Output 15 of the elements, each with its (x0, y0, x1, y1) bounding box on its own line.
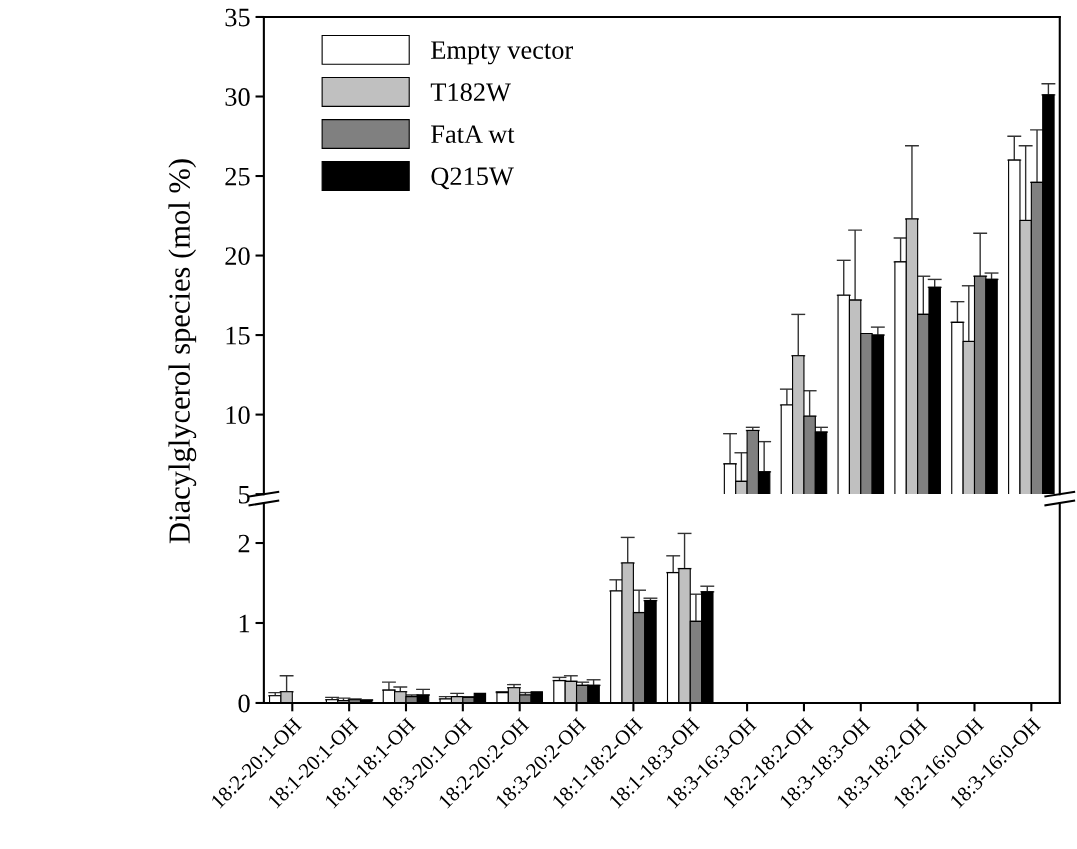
y-tick-label: 35 (225, 8, 250, 27)
legend-label: Empty vector (431, 41, 573, 65)
y-axis-title: Diacylglycerol species (mol %) (168, 159, 197, 544)
y-tick-label: 5 (239, 485, 250, 504)
y-tick-label: 20 (225, 247, 250, 265)
legend-label: Q215W (431, 167, 514, 190)
y-tick-label: 15 (226, 326, 250, 345)
legend-label: T182W (430, 83, 511, 102)
y-tick-label: 10 (226, 406, 250, 425)
y-tick-label: 1 (239, 614, 250, 633)
y-tick-label: 25 (225, 167, 250, 186)
y-tick-label: 30 (225, 88, 250, 106)
y-tick-label: 0 (238, 694, 250, 713)
y-tick-label: 2 (238, 534, 250, 553)
legend-label: FatA wt (431, 125, 515, 144)
